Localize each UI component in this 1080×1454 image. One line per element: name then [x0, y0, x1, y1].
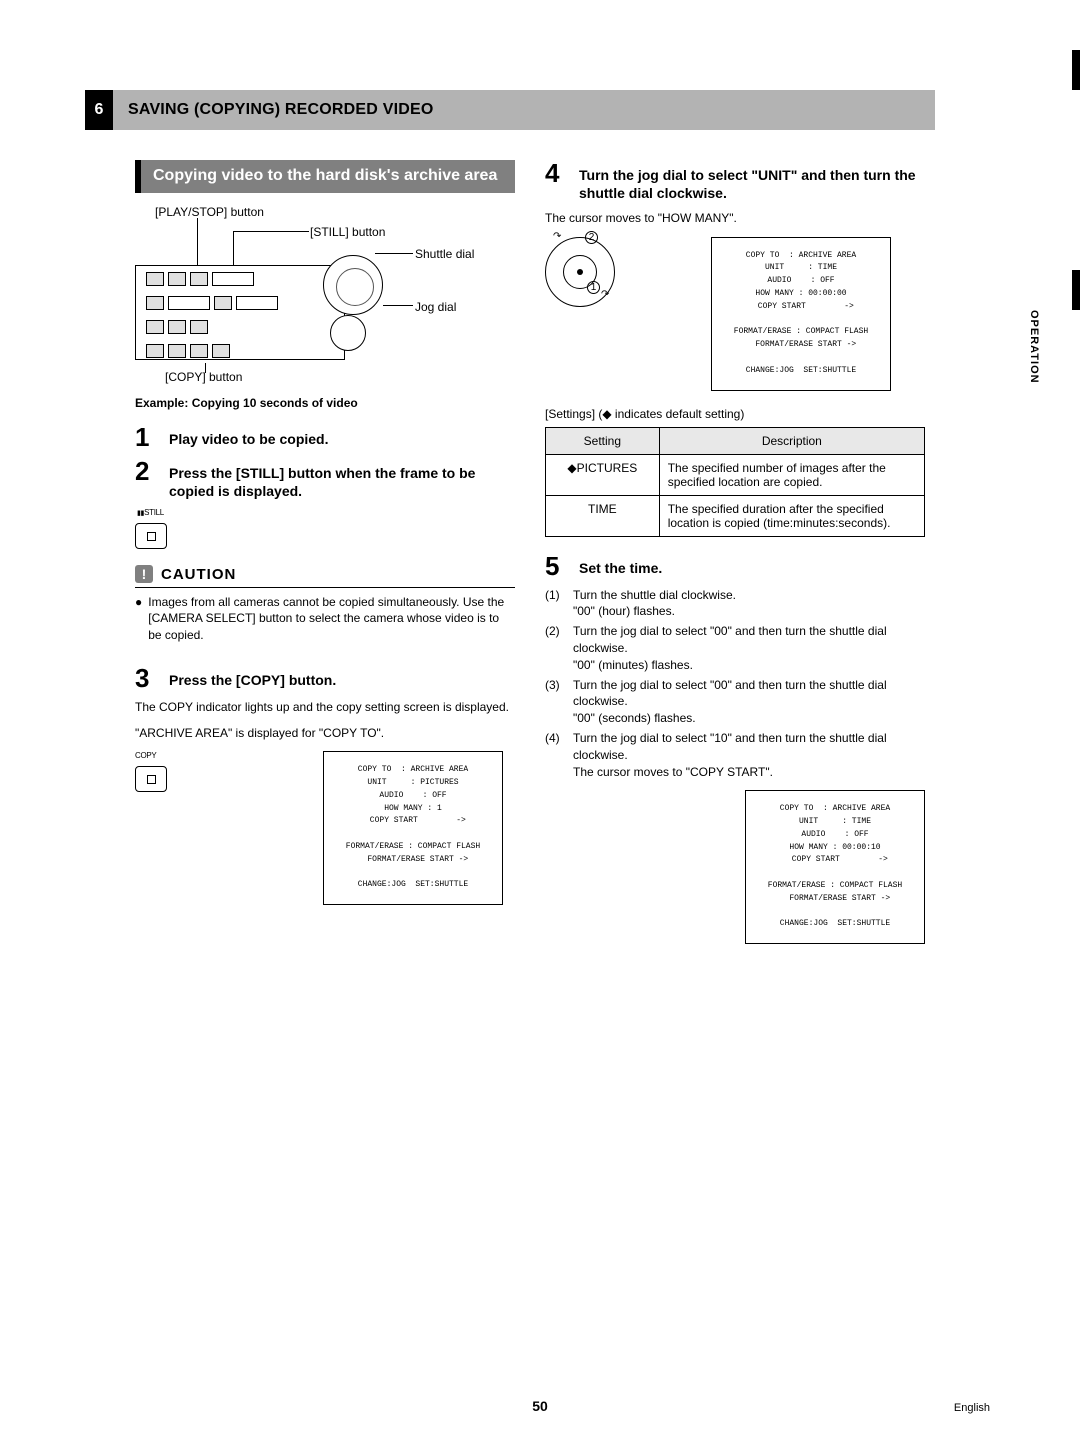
still-button-icon: ▮▮STILL: [135, 508, 515, 549]
table-header: Setting: [546, 427, 660, 454]
jog-dial-icon: [330, 315, 366, 351]
section-number: 6: [85, 90, 113, 130]
section-title: SAVING (COPYING) RECORDED VIDEO: [128, 101, 434, 119]
screen-display-5: COPY TO : ARCHIVE AREA UNIT : TIME AUDIO…: [745, 790, 925, 944]
top-tab-marker: [1072, 50, 1080, 90]
section-header: 6 SAVING (COPYING) RECORDED VIDEO: [85, 90, 935, 130]
step-desc: "ARCHIVE AREA" is displayed for "COPY TO…: [135, 725, 515, 741]
step-title: Turn the jog dial to select "UNIT" and t…: [579, 160, 925, 202]
substep-1: (1)Turn the shuttle dial clockwise. "00"…: [545, 587, 925, 621]
leader-line: [233, 231, 234, 266]
step-title: Press the [STILL] button when the frame …: [169, 458, 515, 500]
step-title: Set the time.: [579, 553, 662, 577]
shuttle-dial-icon: [323, 255, 383, 315]
callout-1: 1: [587, 281, 600, 294]
step-title: Press the [COPY] button.: [169, 665, 336, 689]
screen-display-3: COPY TO : ARCHIVE AREA UNIT : PICTURES A…: [323, 751, 503, 905]
step-number: 5: [545, 553, 565, 579]
screen-display-4: COPY TO : ARCHIVE AREA UNIT : TIME AUDIO…: [711, 237, 891, 391]
substep-4: (4)Turn the jog dial to select "10" and …: [545, 730, 925, 780]
step3-figure: COPY COPY TO : ARCHIVE AREA UNIT : PICTU…: [135, 751, 515, 905]
step-5: 5 Set the time.: [545, 553, 925, 579]
caution-body: Images from all cameras cannot be copied…: [148, 594, 515, 643]
step-number: 3: [135, 665, 155, 691]
subsection-title: Copying video to the hard disk's archive…: [135, 160, 515, 193]
step-number: 4: [545, 160, 565, 186]
caution-text: ● Images from all cameras cannot be copi…: [135, 594, 515, 643]
step-number: 1: [135, 424, 155, 450]
label-playstop: [PLAY/STOP] button: [155, 205, 264, 219]
dvr-diagram: [PLAY/STOP] button [STILL] button Shuttl…: [135, 205, 515, 380]
step-desc: The COPY indicator lights up and the cop…: [135, 699, 515, 715]
leader-line: [383, 305, 413, 306]
step-number: 2: [135, 458, 155, 484]
page-language: English: [954, 1402, 990, 1414]
step-title: Play video to be copied.: [169, 424, 328, 448]
leader-line: [375, 253, 413, 254]
side-tab-marker: [1072, 270, 1080, 310]
step-1: 1 Play video to be copied.: [135, 424, 515, 450]
leader-line: [205, 363, 206, 373]
right-column: 4 Turn the jog dial to select "UNIT" and…: [545, 160, 925, 944]
callout-2: 2: [585, 231, 598, 244]
label-still: [STILL] button: [310, 225, 385, 239]
table-cell: The specified duration after the specifi…: [659, 495, 924, 536]
label-jog: Jog dial: [415, 300, 456, 314]
settings-table: Setting Description ◆PICTURES The specif…: [545, 427, 925, 537]
copy-label: COPY: [135, 751, 167, 760]
jog-shuttle-diagram: ↷ 1 2 ↷: [545, 237, 615, 307]
example-heading: Example: Copying 10 seconds of video: [135, 396, 515, 410]
step-4: 4 Turn the jog dial to select "UNIT" and…: [545, 160, 925, 202]
label-shuttle: Shuttle dial: [415, 247, 474, 261]
label-copy: [COPY] button: [165, 370, 242, 384]
substep-2: (2)Turn the jog dial to select "00" and …: [545, 623, 925, 673]
step-desc: The cursor moves to "HOW MANY".: [545, 210, 925, 226]
table-cell: The specified number of images after the…: [659, 454, 924, 495]
side-label: OPERATION: [1028, 310, 1040, 384]
page-number: 50: [0, 1398, 1080, 1414]
table-header: Description: [659, 427, 924, 454]
copy-button-icon: COPY: [135, 751, 167, 808]
caution-header: ! CAUTION: [135, 565, 515, 588]
step-3: 3 Press the [COPY] button.: [135, 665, 515, 691]
step5-figure: COPY TO : ARCHIVE AREA UNIT : TIME AUDIO…: [545, 790, 925, 944]
settings-note: [Settings] (◆ indicates default setting): [545, 407, 925, 421]
still-label: STILL: [144, 508, 164, 517]
dvr-body-outline: [135, 265, 345, 360]
step-2: 2 Press the [STILL] button when the fram…: [135, 458, 515, 500]
substep-3: (3)Turn the jog dial to select "00" and …: [545, 677, 925, 727]
caution-title: CAUTION: [161, 566, 236, 583]
caution-icon: !: [135, 565, 153, 583]
leader-line: [233, 231, 309, 232]
table-cell: ◆PICTURES: [546, 454, 660, 495]
left-column: Copying video to the hard disk's archive…: [135, 160, 515, 944]
leader-line: [197, 218, 198, 266]
table-cell: TIME: [546, 495, 660, 536]
step4-figure: ↷ 1 2 ↷ COPY TO : ARCHIVE AREA UNIT : TI…: [545, 237, 925, 391]
